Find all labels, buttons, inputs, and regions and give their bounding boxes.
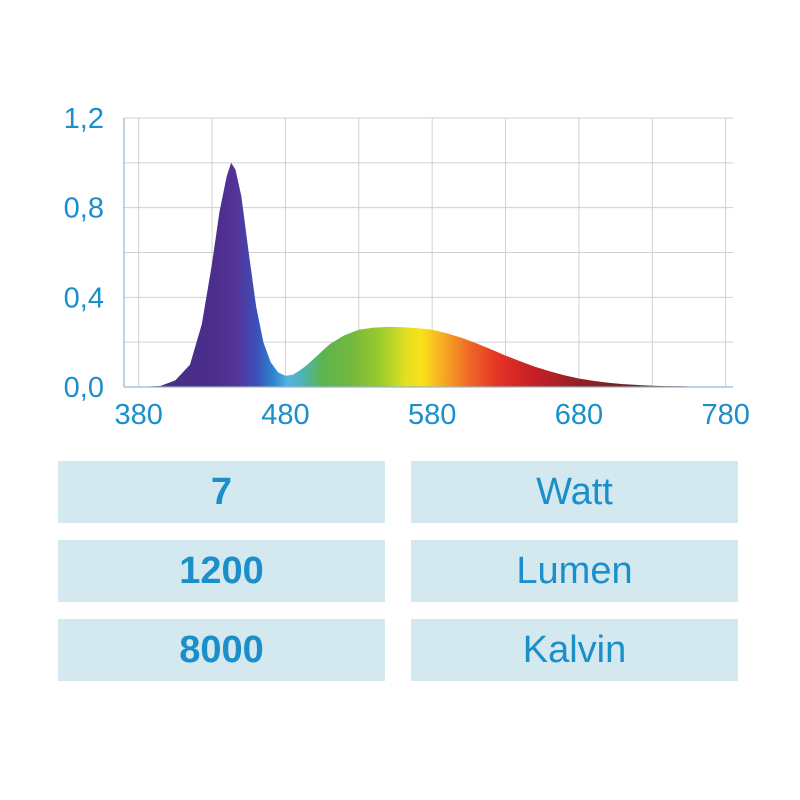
spec-value: 8000 (58, 619, 385, 681)
y-tick-label: 0,0 (64, 372, 104, 404)
spec-unit: Watt (411, 461, 738, 523)
spec-row-lumen: 1200 Lumen (58, 540, 738, 602)
y-tick-label: 0,4 (64, 282, 104, 314)
y-tick-label: 0,8 (64, 193, 104, 225)
x-tick-label: 680 (555, 399, 603, 431)
x-tick-label: 780 (701, 399, 749, 431)
x-tick-label: 580 (408, 399, 456, 431)
spec-row-kelvin: 8000 Kalvin (58, 619, 738, 681)
spec-value: 1200 (58, 540, 385, 602)
x-tick-label: 480 (261, 399, 309, 431)
spec-value: 7 (58, 461, 385, 523)
spectrum-area (138, 162, 726, 387)
x-tick-label: 380 (114, 399, 162, 431)
chart-tick-labels: 380 480 580 680 780 0,0 0,4 0,8 1,2 (64, 103, 750, 431)
spec-unit: Kalvin (411, 619, 738, 681)
spectrum-chart: 380 480 580 680 780 0,0 0,4 0,8 1,2 (64, 103, 750, 431)
y-tick-label: 1,2 (64, 103, 104, 135)
spec-row-watt: 7 Watt (58, 461, 738, 523)
chart-axes (123, 118, 733, 388)
spec-unit: Lumen (411, 540, 738, 602)
chart-plot-area (138, 162, 726, 387)
spec-table: 7 Watt 1200 Lumen 8000 Kalvin (58, 461, 738, 698)
